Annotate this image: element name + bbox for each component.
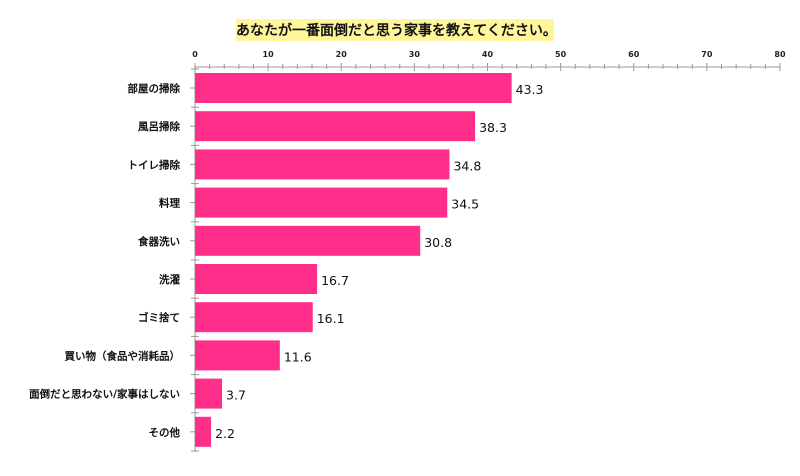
data-label: 16.1 [317,311,345,326]
category-label: 洗濯 [159,273,180,286]
bar [195,302,313,333]
bar [195,340,280,371]
x-tick-label: 40 [482,50,494,59]
data-label: 34.8 [453,158,481,173]
data-label: 30.8 [424,235,452,250]
bar [195,73,512,103]
x-tick-label: 30 [409,50,421,59]
bar [195,225,421,256]
category-label: 面倒だと思わない/家事はしない [29,388,180,401]
bar [195,149,450,180]
category-label: 食器洗い [137,235,180,248]
category-label: 風呂掃除 [138,120,180,133]
x-tick-label: 20 [336,50,348,59]
x-tick-label: 70 [701,50,713,59]
data-label: 34.5 [451,197,479,212]
data-label: 3.7 [226,388,246,403]
category-label: その他 [149,426,181,439]
x-tick-label: 60 [628,50,640,59]
data-label: 11.6 [284,349,312,364]
category-label: 料理 [159,197,180,210]
data-label: 2.2 [215,426,235,441]
chart-title: あなたが一番面倒だと思う家事を教えてください。 [236,23,557,39]
x-tick-label: 10 [263,50,275,59]
x-tick-label: 0 [192,50,198,59]
x-tick-label: 80 [774,50,786,59]
bar [195,378,223,409]
x-tick-label: 50 [555,50,567,59]
bar [195,264,318,294]
category-label: トイレ掃除 [128,158,181,171]
category-label: 買い物（食品や消耗品） [65,349,181,362]
category-label: ゴミ捨て [138,311,180,324]
bar [195,187,448,218]
title-highlight [236,19,554,41]
bar [195,416,212,447]
category-label: 部屋の掃除 [128,82,181,95]
data-label: 16.7 [321,273,349,288]
data-label: 43.3 [516,82,544,97]
data-label: 38.3 [479,120,507,135]
bar [195,111,476,142]
